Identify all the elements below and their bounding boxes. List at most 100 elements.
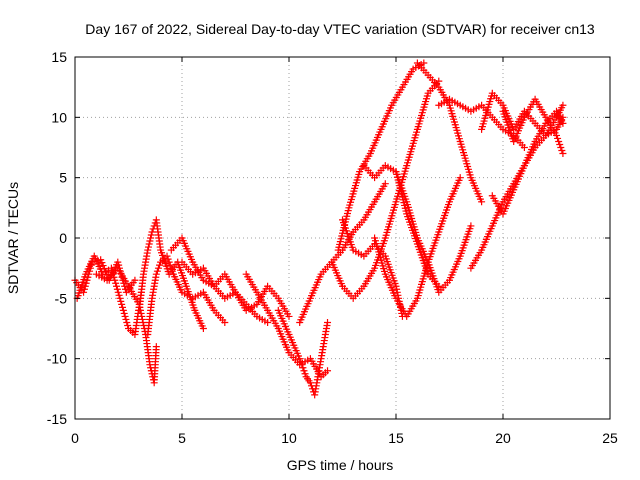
data-point-marker: [420, 59, 428, 67]
data-point-marker: [559, 101, 567, 109]
data-point-marker: [115, 261, 123, 269]
x-tick-label: 0: [71, 430, 79, 446]
data-point-marker: [80, 285, 88, 293]
data-point-marker: [154, 264, 162, 272]
data-point-marker: [82, 279, 90, 287]
data-point-marker: [324, 367, 332, 375]
data-point-marker: [435, 77, 443, 85]
data-point-marker: [168, 267, 176, 275]
data-point-marker: [114, 258, 122, 266]
y-tick-label: -15: [47, 411, 67, 427]
data-point-marker: [456, 174, 464, 182]
series-track-17: [413, 59, 486, 206]
y-tick-label: 5: [59, 170, 67, 186]
data-point-marker: [153, 267, 161, 275]
data-point-marker: [559, 119, 567, 127]
data-point-marker: [113, 282, 121, 290]
x-tick-label: 5: [178, 430, 186, 446]
data-point-marker: [81, 282, 89, 290]
data-point-marker: [285, 312, 293, 320]
data-point-marker: [558, 147, 566, 155]
data-point-marker: [152, 343, 160, 351]
data-point-marker: [556, 140, 564, 148]
series-track-7: [178, 258, 272, 326]
series-track-12: [334, 59, 428, 254]
data-point-marker: [120, 309, 128, 317]
data-points: [71, 59, 567, 399]
data-point-marker: [119, 306, 127, 314]
series-track-9: [274, 306, 332, 399]
data-point-marker: [147, 231, 155, 239]
data-point-marker: [138, 312, 146, 320]
x-tick-label: 15: [388, 430, 404, 446]
y-tick-label: 0: [59, 230, 67, 246]
axis-ticks: 0 5 10 15 20 25 -15 -10 -5 0 5 10 15: [47, 49, 618, 446]
data-point-marker: [301, 370, 309, 378]
data-point-marker: [145, 240, 153, 248]
data-point-marker: [138, 315, 146, 323]
data-point-marker: [478, 198, 486, 206]
x-tick-label: 25: [602, 430, 618, 446]
data-point-marker: [392, 282, 400, 290]
series-track-15: [371, 174, 464, 320]
data-point-marker: [117, 297, 125, 305]
y-tick-label: -5: [55, 290, 68, 306]
series-track-3: [92, 264, 160, 387]
data-point-marker: [559, 150, 567, 158]
x-tick-label: 20: [495, 430, 511, 446]
series-track-16: [392, 168, 475, 296]
y-tick-label: 10: [51, 109, 67, 125]
series-track-6: [167, 234, 293, 320]
data-point-marker: [306, 379, 314, 387]
y-tick-label: -10: [47, 351, 67, 367]
data-point-marker: [324, 318, 332, 326]
data-point-marker: [152, 270, 160, 278]
data-point-marker: [165, 258, 173, 266]
data-point-marker: [131, 276, 139, 284]
data-point-marker: [300, 367, 308, 375]
data-point-marker: [298, 361, 306, 369]
data-point-marker: [147, 234, 155, 242]
data-point-marker: [393, 285, 401, 293]
data-point-marker: [123, 318, 131, 326]
x-tick-label: 10: [281, 430, 297, 446]
series-track-21: [488, 107, 567, 218]
data-point-marker: [167, 264, 175, 272]
data-point-marker: [264, 318, 272, 326]
x-axis-label: GPS time / hours: [287, 457, 394, 473]
data-point-marker: [555, 137, 563, 145]
data-point-marker: [557, 144, 565, 151]
data-point-marker: [164, 255, 172, 263]
series-track-10: [296, 180, 389, 326]
data-point-marker: [80, 288, 88, 296]
data-point-marker: [467, 222, 475, 230]
data-point-marker: [107, 264, 115, 272]
data-point-marker: [221, 318, 229, 326]
data-point-marker: [121, 312, 129, 320]
data-point-marker: [166, 261, 174, 269]
data-point-marker: [296, 355, 304, 363]
data-point-marker: [139, 318, 147, 326]
series-track-8: [242, 270, 332, 381]
data-point-marker: [144, 246, 152, 254]
data-point-marker: [297, 358, 305, 366]
data-point-marker: [114, 288, 122, 296]
data-point-marker: [299, 364, 307, 372]
y-axis-label: SDTVAR / TECUs: [5, 182, 21, 294]
data-point-marker: [144, 243, 152, 251]
series-track-22: [499, 95, 567, 158]
data-point-marker: [122, 315, 130, 323]
data-point-marker: [199, 325, 207, 332]
data-point-marker: [124, 321, 132, 329]
data-point-marker: [553, 131, 560, 139]
data-point-marker: [116, 294, 124, 302]
data-point-marker: [115, 291, 123, 299]
data-point-marker: [520, 144, 528, 151]
data-point-marker: [113, 285, 121, 293]
y-tick-label: 15: [51, 49, 67, 65]
data-point-marker: [148, 228, 156, 236]
data-point-marker: [111, 276, 119, 284]
data-point-marker: [118, 300, 126, 308]
data-point-marker: [163, 252, 171, 260]
